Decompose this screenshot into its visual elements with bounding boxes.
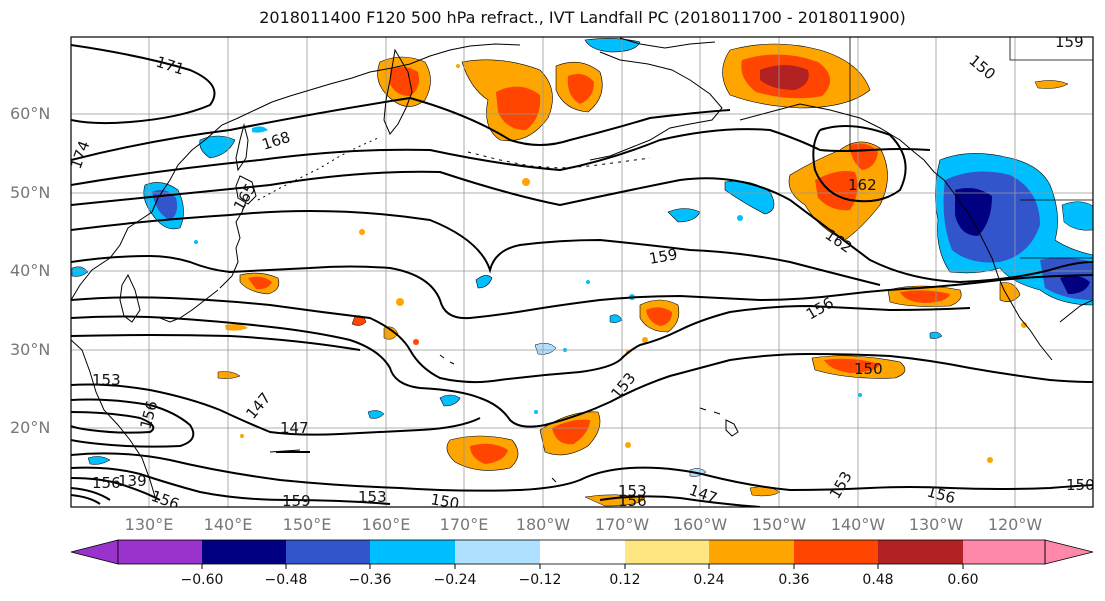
coast-korea [119,273,141,323]
coast-north-america [923,159,1053,361]
contour-150 [71,334,361,351]
contour-144 [71,452,1093,492]
lon-label: 140°W [830,515,886,534]
colorbar-tick-label: 0.48 [862,572,894,588]
contour-label: 153 [618,482,647,500]
colorbar [70,539,1094,569]
contour-165 [71,128,931,186]
contour-168 [71,96,731,161]
contour-label: 150 [1066,476,1095,494]
lat-label: 40°N [10,261,51,280]
contour-label: 159 [282,492,311,510]
coast-hawaii [699,407,739,437]
contour-label: 153 [358,488,387,506]
colorbar-segment [455,540,540,564]
lon-label: 150°E [282,515,332,534]
positive-anomaly-patches [217,43,1069,507]
map-title: 2018011400 F120 500 hPa refract., IVT La… [259,8,906,27]
lat-label: 30°N [10,340,51,359]
contour-label: 156 [618,492,647,510]
colorbar-tick-label: 0.36 [778,572,810,588]
contour-147 [71,383,481,436]
colorbar-segment [202,540,286,564]
colorbar-tick-label: −0.48 [264,572,308,588]
lon-label: 150°W [751,515,807,534]
contour-171 [71,44,216,125]
lon-label: 130°E [124,515,174,534]
contour-153b [71,315,1093,428]
lon-label: 130°W [908,515,964,534]
coast-sakhalin [235,123,249,172]
colorbar-extend-low [70,539,119,565]
colorbar-segment [540,540,625,564]
coast-aleutians [467,151,651,169]
contour-label: 162 [848,176,877,194]
contour-label: 159 [648,245,679,268]
colorbar-tick-label: 0.12 [609,572,641,588]
contour-label: 147 [280,419,309,437]
lon-label: 180°W [515,515,571,534]
colorbar-segment [625,540,709,564]
negative-anomaly-patches [71,38,1093,477]
colorbar-tick-label: −0.12 [518,572,562,588]
contour-labels: 171 168 174 165 162 162 159 156 156 153 … [71,33,1095,513]
lat-label: 60°N [10,104,51,123]
colorbar-segment [370,540,455,564]
coast-alaska [589,51,925,161]
lon-label: 170°W [594,515,650,534]
contour-label: 139 [118,472,147,490]
contour-162 [71,170,1093,284]
contour-153a [71,296,971,384]
colorbar-tick-label: 0.60 [947,572,979,588]
contour-159 [71,210,881,286]
coast-kamchatka [383,48,413,135]
colorbar-segment [709,540,794,564]
lat-label: 50°N [10,183,51,202]
contour-156 [71,254,1093,320]
colorbar-segment [878,540,963,564]
lon-label: 160°W [672,515,728,534]
colorbar-tick-label: 0.24 [693,572,725,588]
colorbar-segment [794,540,878,564]
contour-label: 150 [854,360,883,378]
colorbar-tick-label: −0.36 [348,572,392,588]
lat-label: 20°N [10,418,51,437]
contour-label: 153 [92,371,121,389]
map-frame [70,36,1094,508]
lon-label: 170°E [439,515,489,534]
refractivity-contours [71,44,1093,507]
coast-asia [71,43,521,301]
colorbar-segment [286,540,370,564]
colorbar-extend-high [1044,539,1094,565]
lon-label: 120°W [987,515,1043,534]
colorbar-tick-label: −0.24 [433,572,477,588]
lon-label: 140°E [203,515,253,534]
colorbar-tick-label: −0.60 [180,572,224,588]
contour-label: 159 [1055,33,1084,51]
lon-label: 160°E [361,515,411,534]
contour-label: 150 [429,490,460,513]
contour-label: 156 [92,474,121,492]
